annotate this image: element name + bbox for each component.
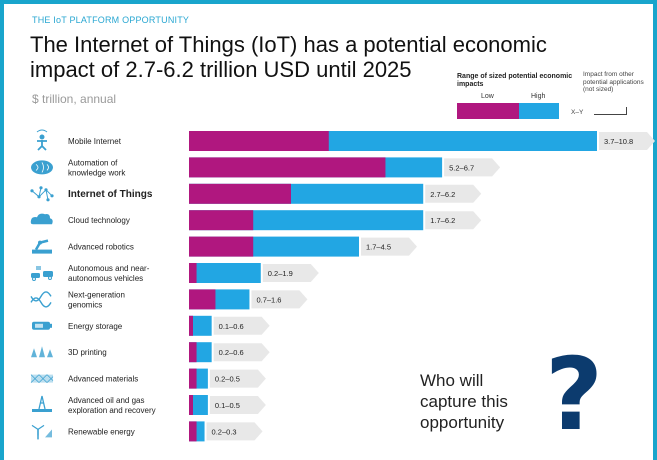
category-label: Renewable energy: [68, 427, 135, 436]
bar-low: [189, 342, 197, 363]
bar-low: [189, 315, 193, 336]
value-label: 3.7–10.8: [604, 137, 633, 146]
category-label: Automation of knowledge work: [68, 158, 126, 177]
callout-line-3: opportunity: [420, 413, 505, 432]
value-label: 0.7–1.6: [256, 295, 281, 304]
kicker-label: THE IoT PLATFORM OPPORTUNITY: [32, 15, 190, 25]
bar-low: [189, 210, 254, 231]
value-label-box: [213, 316, 270, 335]
value-label-box: [209, 369, 266, 388]
category-label: Next-generation genomics: [68, 290, 125, 309]
bar-low: [189, 289, 216, 310]
page-title: The Internet of Things (IoT) has a poten…: [30, 32, 630, 82]
legend-other-title: Impact from other potential applications…: [583, 71, 644, 93]
bar-low: [189, 263, 197, 283]
network-icon: [30, 186, 54, 202]
value-label-box: [209, 396, 266, 414]
brain-icon: [31, 160, 53, 175]
dna-icon: [30, 291, 52, 308]
category-label: Advanced robotics: [68, 243, 134, 252]
bar-high: [189, 263, 261, 283]
category-label: 3D printing: [68, 348, 107, 357]
category-label: Cloud technology: [68, 216, 130, 225]
category-label: Energy storage: [68, 322, 123, 331]
value-label: 5.2–6.7: [449, 163, 474, 172]
title-line-1: The Internet of Things (IoT) has a poten…: [30, 32, 547, 57]
value-label-box: [425, 184, 482, 203]
value-label-box: [251, 290, 308, 309]
oil-rig-icon: [32, 395, 52, 412]
bar-low: [189, 157, 386, 178]
callout-text: Who will capture this opportunity: [420, 370, 550, 433]
category-label: Internet of Things: [68, 189, 153, 200]
printer-3d-icon: [31, 346, 53, 358]
legend-range-title: Range of sized potential economic impact…: [457, 73, 573, 88]
category-label: Autonomous and near-autonomous vehicles: [68, 264, 150, 283]
legend-high-label: High: [531, 93, 546, 100]
value-label-box: [213, 343, 270, 362]
material-mesh-icon: [30, 374, 54, 383]
value-label: 0.2–0.3: [212, 427, 237, 436]
legend-bracket-line: [594, 107, 627, 115]
value-label: 0.2–0.5: [215, 375, 240, 384]
legend-low-swatch: [457, 103, 519, 119]
category-label: Advanced materials: [68, 375, 138, 384]
bar-low: [189, 395, 193, 415]
value-label: 0.2–0.6: [219, 348, 244, 357]
person-wifi-icon: [36, 129, 48, 151]
bar-high: [189, 315, 212, 336]
robot-arm-icon: [32, 239, 52, 254]
title-line-2: impact of 2.7-6.2 trillion USD until 202…: [30, 57, 412, 82]
value-label: 1.7–4.5: [366, 243, 391, 252]
bar-high: [189, 395, 208, 415]
wind-turbine-icon: [31, 424, 52, 440]
value-label: 0.1–0.6: [219, 322, 244, 331]
legend-high-swatch: [519, 103, 559, 119]
unit-label: $ trillion, annual: [32, 92, 117, 106]
value-label: 1.7–6.2: [430, 216, 455, 225]
callout-line-2: capture this: [420, 392, 508, 411]
value-label: 2.7–6.2: [430, 190, 455, 199]
battery-icon: [32, 321, 52, 330]
value-label-box: [444, 158, 501, 177]
cars-icon: [31, 266, 53, 281]
value-label: 0.1–0.5: [215, 401, 240, 410]
value-label-box: [361, 237, 417, 256]
bar-low: [189, 183, 291, 204]
cloud-icon: [30, 213, 53, 225]
value-label-box: [262, 264, 319, 282]
category-label: Mobile Internet: [68, 137, 122, 146]
category-label: Advanced oil and gas exploration and reco…: [68, 396, 156, 415]
callout-line-1: Who will: [420, 371, 484, 390]
legend-low-label: Low: [481, 93, 494, 100]
bar-low: [189, 236, 254, 257]
bar-low: [189, 131, 329, 151]
value-label-box: [425, 211, 482, 230]
question-mark-icon: ?: [545, 336, 604, 453]
value-label-box: [599, 132, 655, 150]
value-label: 0.2–1.9: [268, 269, 293, 278]
bar-low: [189, 368, 197, 389]
value-label-box: [206, 422, 263, 441]
bar-low: [189, 421, 197, 442]
legend-xy-label: X–Y: [571, 109, 584, 116]
